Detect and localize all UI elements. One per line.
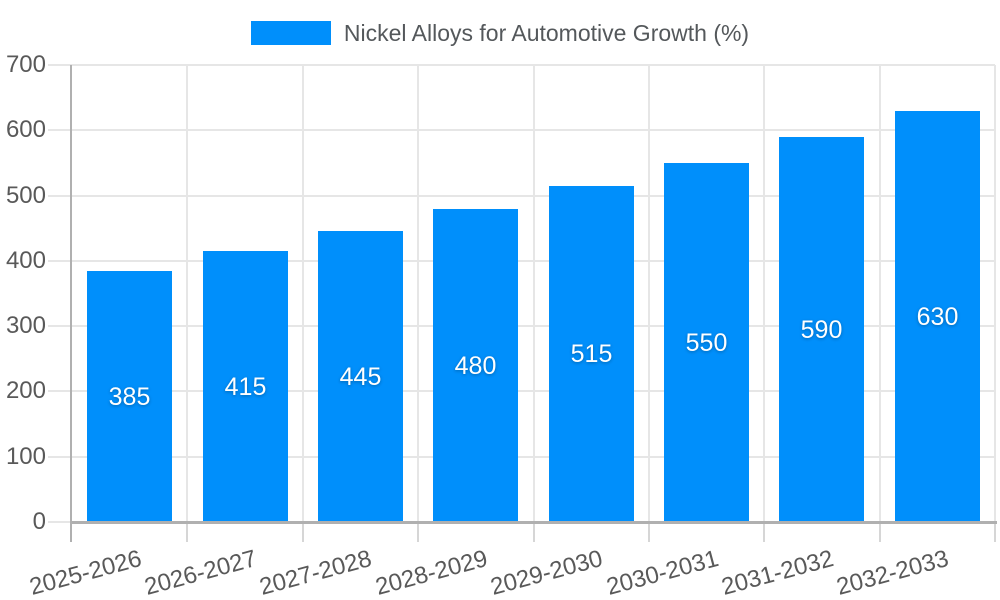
x-axis-tick xyxy=(994,522,996,542)
x-gridline xyxy=(879,65,881,522)
y-axis-tick-label: 200 xyxy=(5,377,46,404)
y-axis-tick-label: 500 xyxy=(5,182,46,209)
y-axis-line xyxy=(70,65,72,542)
x-axis-category-label: 2027-2028 xyxy=(256,545,375,600)
y-gridline xyxy=(48,64,995,66)
legend[interactable]: Nickel Alloys for Automotive Growth (%) xyxy=(0,18,1000,48)
x-axis-tick xyxy=(763,522,765,542)
bar[interactable] xyxy=(779,137,864,522)
x-axis-category-label: 2030-2031 xyxy=(603,545,722,600)
x-axis-category-label: 2025-2026 xyxy=(26,545,145,600)
bar-value-label: 590 xyxy=(800,316,843,344)
y-gridline xyxy=(48,325,995,327)
x-axis-category-label: 2028-2029 xyxy=(372,545,491,600)
bar-value-label: 415 xyxy=(224,373,267,401)
bar[interactable] xyxy=(664,163,749,522)
bar[interactable] xyxy=(87,271,172,522)
bar-value-label: 480 xyxy=(454,352,497,380)
x-gridline xyxy=(763,65,765,522)
y-gridline xyxy=(48,456,995,458)
y-axis-tick-label: 100 xyxy=(5,443,46,470)
x-axis-category-label: 2029-2030 xyxy=(487,545,606,600)
y-gridline xyxy=(48,390,995,392)
y-axis-tick-label: 400 xyxy=(5,247,46,274)
x-axis-tick xyxy=(648,522,650,542)
y-axis-tick-label: 600 xyxy=(5,116,46,143)
bar[interactable] xyxy=(203,251,288,522)
bar-value-label: 445 xyxy=(339,363,382,391)
x-gridline xyxy=(648,65,650,522)
x-axis-tick xyxy=(533,522,535,542)
x-axis-tick xyxy=(879,522,881,542)
y-gridline xyxy=(48,195,995,197)
x-gridline xyxy=(994,65,996,522)
legend-label: Nickel Alloys for Automotive Growth (%) xyxy=(343,19,750,46)
x-axis-tick xyxy=(417,522,419,542)
y-gridline xyxy=(48,260,995,262)
y-axis-tick-label: 300 xyxy=(5,312,46,339)
x-axis-line xyxy=(72,521,997,524)
bar-value-label: 630 xyxy=(916,303,959,331)
bar[interactable] xyxy=(318,231,403,522)
x-axis-category-label: 2032-2033 xyxy=(833,545,952,600)
x-gridline xyxy=(417,65,419,522)
x-axis-tick xyxy=(186,522,188,542)
x-axis-category-label: 2031-2032 xyxy=(718,545,837,600)
bar[interactable] xyxy=(549,186,634,522)
bar[interactable] xyxy=(895,111,980,522)
x-gridline xyxy=(302,65,304,522)
legend-swatch xyxy=(250,21,331,45)
x-gridline xyxy=(186,65,188,522)
x-axis-category-label: 2026-2027 xyxy=(141,545,260,600)
x-axis-tick xyxy=(302,522,304,542)
y-axis-tick-label: 700 xyxy=(5,51,46,78)
bar-value-label: 385 xyxy=(108,383,151,411)
bar[interactable] xyxy=(433,209,518,522)
y-axis-tick-label: 0 xyxy=(32,508,46,535)
y-gridline xyxy=(48,129,995,131)
x-gridline xyxy=(533,65,535,522)
bar-value-label: 550 xyxy=(685,329,728,357)
bar-value-label: 515 xyxy=(570,340,613,368)
